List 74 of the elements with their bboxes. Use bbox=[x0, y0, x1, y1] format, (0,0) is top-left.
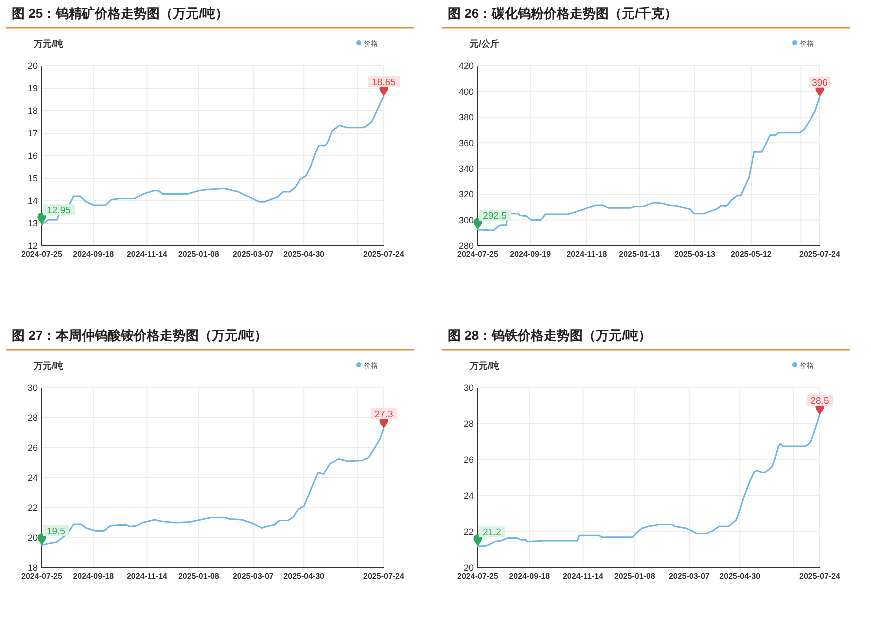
annotation: 28.5 bbox=[810, 396, 830, 407]
x-tick-label: 2024-09-18 bbox=[509, 572, 551, 581]
chart-title: 图 28：钨铁价格走势图（万元/吨） bbox=[448, 328, 652, 343]
y-tick-label: 17 bbox=[28, 128, 38, 139]
y-axis-title: 元/公斤 bbox=[469, 39, 500, 49]
annotation: 19.5 bbox=[46, 526, 66, 538]
y-tick-label: 26 bbox=[464, 455, 474, 466]
y-tick-label: 26 bbox=[28, 443, 38, 454]
annotation: 21.2 bbox=[482, 527, 502, 538]
y-tick-label: 22 bbox=[464, 527, 474, 538]
x-tick-label: 2024-09-18 bbox=[73, 572, 115, 581]
x-tick-label: 2025-01-08 bbox=[178, 250, 220, 259]
x-tick-label: 2024-07-25 bbox=[22, 572, 64, 581]
x-tick-label: 2025-03-07 bbox=[232, 572, 274, 581]
annotation: 27.3 bbox=[374, 410, 394, 420]
y-tick-label: 12 bbox=[28, 241, 38, 252]
y-axis-title: 万元/吨 bbox=[33, 39, 64, 49]
x-tick-label: 2024-11-18 bbox=[566, 250, 608, 259]
chart-title: 图 27：本周仲钨酸铵价格走势图（万元/吨） bbox=[12, 328, 268, 343]
x-tick-label: 2024-11-14 bbox=[126, 572, 168, 581]
y-tick-label: 15 bbox=[28, 174, 38, 184]
x-tick-label: 2024-11-14 bbox=[562, 572, 604, 581]
x-tick-label: 2024-11-14 bbox=[126, 250, 168, 259]
y-tick-label: 30 bbox=[464, 383, 474, 394]
x-tick-label: 2025-04-30 bbox=[284, 250, 326, 259]
y-tick-label: 360 bbox=[458, 138, 474, 148]
x-tick-label: 2024-07-25 bbox=[458, 572, 500, 581]
x-tick-label: 2025-07-24 bbox=[364, 250, 406, 259]
x-tick-label: 2025-03-07 bbox=[232, 250, 274, 259]
annotation: 396 bbox=[812, 78, 828, 89]
x-tick-label: 2025-04-30 bbox=[284, 572, 326, 581]
y-tick-label: 380 bbox=[458, 112, 474, 123]
x-tick-label: 2025-05-12 bbox=[730, 250, 772, 259]
y-tick-label: 18 bbox=[28, 563, 38, 574]
x-tick-label: 2025-07-24 bbox=[800, 572, 842, 581]
x-tick-label: 2025-01-08 bbox=[614, 572, 656, 581]
y-tick-label: 320 bbox=[458, 190, 474, 200]
y-tick-label: 24 bbox=[464, 491, 474, 502]
x-tick-label: 2025-07-24 bbox=[364, 572, 406, 581]
y-tick-label: 20 bbox=[28, 533, 38, 544]
y-tick-label: 28 bbox=[464, 419, 474, 430]
y-tick-label: 14 bbox=[28, 196, 38, 206]
x-tick-label: 2025-07-24 bbox=[800, 250, 842, 259]
x-tick-label: 2025-03-13 bbox=[674, 250, 716, 259]
chart-title: 图 26：碳化钨粉价格走势图（元/千克） bbox=[448, 6, 678, 21]
y-tick-label: 19 bbox=[28, 84, 38, 94]
y-tick-label: 24 bbox=[28, 473, 38, 484]
x-tick-label: 2025-03-07 bbox=[668, 572, 710, 581]
y-tick-label: 400 bbox=[458, 86, 474, 97]
x-tick-label: 2024-07-25 bbox=[458, 250, 500, 259]
x-tick-label: 2024-09-19 bbox=[510, 250, 552, 259]
x-tick-label: 2025-01-08 bbox=[178, 572, 220, 581]
annotation: 12.95 bbox=[47, 206, 71, 217]
y-tick-label: 20 bbox=[464, 563, 474, 574]
y-tick-label: 30 bbox=[28, 383, 38, 394]
annotation: 18.65 bbox=[372, 77, 396, 88]
y-tick-label: 13 bbox=[28, 218, 38, 229]
y-tick-label: 18 bbox=[28, 106, 38, 116]
y-tick-label: 340 bbox=[458, 164, 474, 174]
x-tick-label: 2024-09-18 bbox=[73, 250, 115, 259]
annotation: 292.5 bbox=[483, 210, 507, 222]
y-tick-label: 300 bbox=[458, 215, 474, 226]
chart-title: 图 25：钨精矿价格走势图（万元/吨） bbox=[12, 6, 229, 21]
y-tick-label: 280 bbox=[458, 241, 474, 252]
x-tick-label: 2024-07-25 bbox=[22, 250, 64, 259]
y-tick-label: 420 bbox=[458, 61, 474, 72]
y-tick-label: 22 bbox=[28, 503, 38, 514]
x-tick-label: 2025-01-13 bbox=[619, 250, 661, 259]
y-axis-title: 万元/吨 bbox=[469, 361, 500, 371]
y-tick-label: 16 bbox=[28, 151, 38, 162]
y-axis-title: 万元/吨 bbox=[33, 361, 64, 371]
x-tick-label: 2025-04-30 bbox=[720, 572, 762, 581]
y-tick-label: 28 bbox=[28, 413, 38, 424]
y-tick-label: 20 bbox=[28, 61, 38, 72]
